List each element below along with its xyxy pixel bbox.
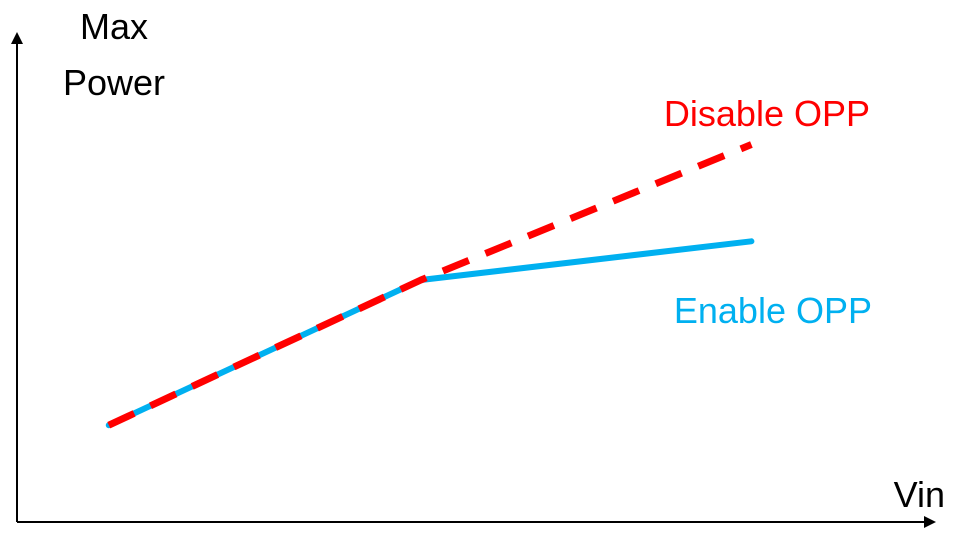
series-label-enable-opp: Enable OPP [674, 290, 872, 331]
series-line-enable-opp [105, 238, 755, 429]
y-axis-label-line-1: Max [80, 6, 148, 47]
series-label-disable-opp: Disable OPP [664, 93, 870, 134]
y-axis-label-line-2: Power [63, 62, 165, 103]
series-line-disable-opp [107, 141, 753, 429]
x-axis-label: Vin [894, 474, 945, 515]
